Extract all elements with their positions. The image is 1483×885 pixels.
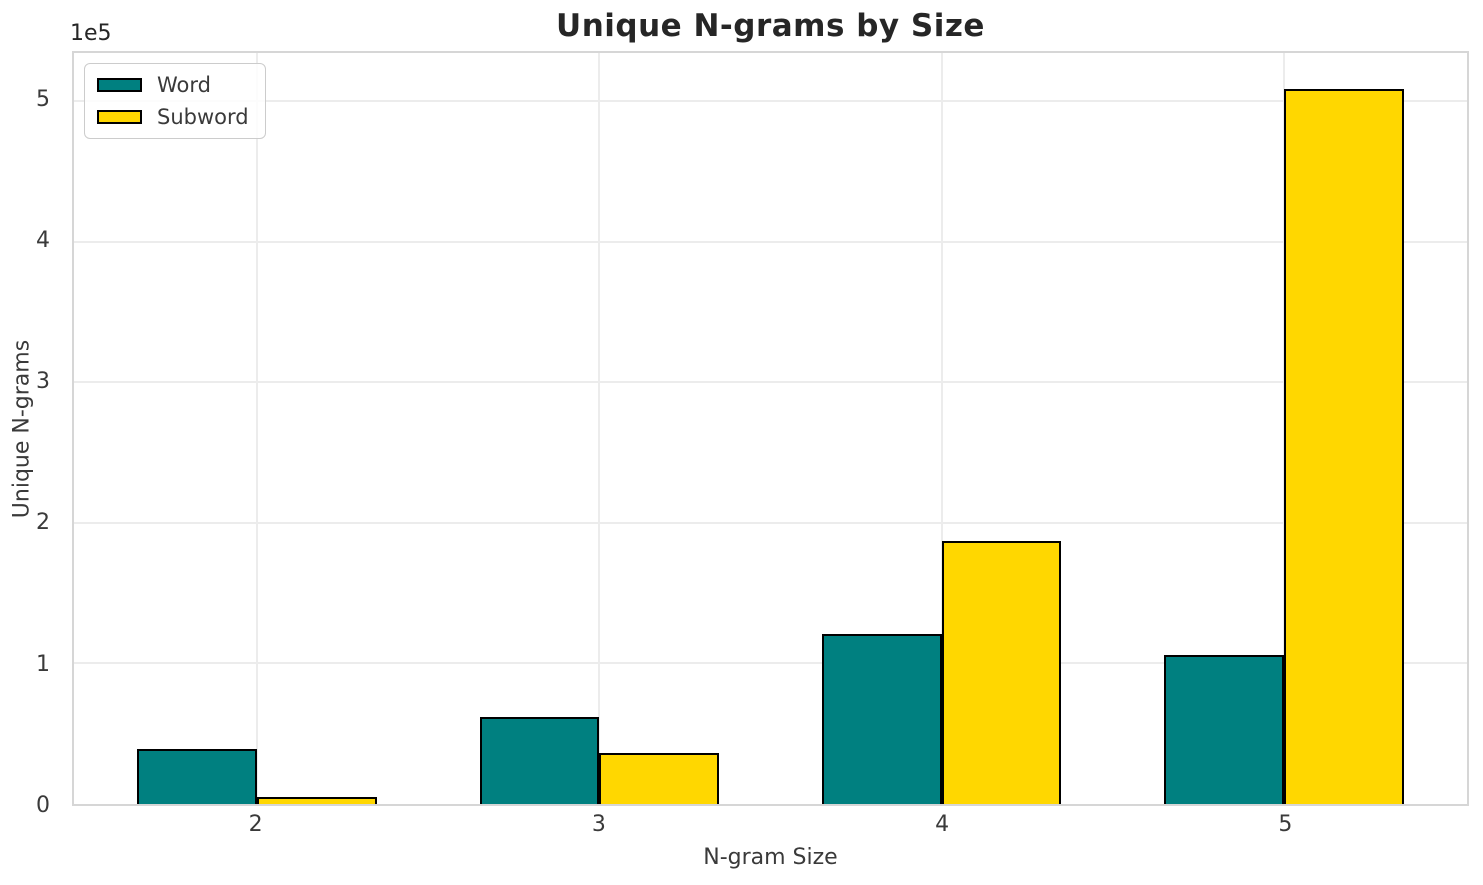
x-tick-label-3: 3 — [591, 812, 606, 837]
y-axis-offset-text: 1e5 — [70, 21, 112, 46]
legend-label-subword: Subword — [157, 105, 249, 130]
v-gridline-3 — [598, 53, 601, 804]
x-tick-label-4: 4 — [935, 812, 950, 837]
x-tick-label-5: 5 — [1278, 812, 1293, 837]
v-gridline-2 — [256, 53, 259, 804]
y-tick-label-3: 3 — [36, 369, 50, 395]
legend-item-subword: Subword — [97, 105, 249, 129]
h-gridline-4 — [74, 240, 1467, 243]
bar-word-5 — [1164, 655, 1284, 804]
chart-title: Unique N-grams by Size — [556, 8, 985, 44]
y-tick-label-1: 1 — [36, 651, 50, 677]
y-tick-label-0: 0 — [36, 793, 50, 818]
legend: Word Subword — [84, 63, 266, 140]
v-gridline-4 — [940, 53, 943, 804]
y-axis-ticks: 0 1 2 3 4 5 — [0, 51, 62, 816]
bar-subword-5 — [1283, 88, 1404, 804]
bar-word-4 — [821, 633, 942, 804]
y-tick-label-2: 2 — [36, 510, 50, 536]
y-tick-label-5: 5 — [36, 86, 50, 112]
h-gridline-5 — [74, 100, 1467, 103]
h-gridline-1 — [74, 662, 1467, 665]
bar-subword-4 — [941, 541, 1062, 804]
legend-swatch-word — [97, 78, 142, 93]
legend-swatch-subword — [97, 110, 142, 125]
y-tick-label-4: 4 — [36, 227, 50, 253]
x-axis-ticks: 2 3 4 5 — [72, 814, 1469, 840]
legend-item-word: Word — [97, 73, 249, 97]
bar-word-3 — [479, 716, 600, 804]
plot-area: Word Subword — [72, 51, 1469, 806]
x-tick-label-2: 2 — [248, 812, 263, 837]
h-gridline-2 — [74, 521, 1467, 524]
h-gridline-3 — [74, 381, 1467, 384]
x-axis-label: N-gram Size — [703, 845, 838, 870]
bar-word-2 — [137, 749, 258, 804]
bar-subword-3 — [599, 753, 720, 804]
legend-label-word: Word — [157, 73, 211, 97]
bar-subword-2 — [257, 796, 377, 804]
